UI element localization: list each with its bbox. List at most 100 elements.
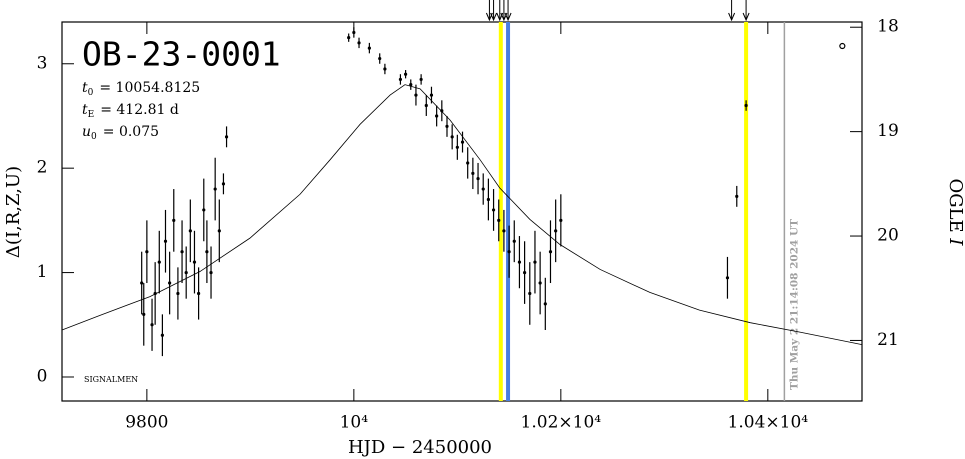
data-point bbox=[486, 197, 490, 202]
parameter: t0 = 10054.8125 bbox=[82, 80, 200, 98]
data-point bbox=[538, 281, 542, 285]
data-point bbox=[140, 281, 144, 285]
data-point bbox=[202, 208, 206, 212]
data-point bbox=[450, 135, 454, 139]
arrow bbox=[504, 0, 512, 22]
y2-tick-label: 21 bbox=[877, 330, 899, 350]
param-symbol: u bbox=[82, 124, 91, 140]
data-point bbox=[419, 77, 423, 82]
data-point bbox=[429, 93, 434, 97]
timestamp: Thu May 2 21:14:08 2024 UT bbox=[788, 219, 800, 390]
data-point bbox=[160, 333, 164, 337]
open-point bbox=[839, 42, 846, 50]
data-point bbox=[543, 302, 547, 306]
data-point bbox=[192, 260, 197, 264]
model-curve bbox=[61, 84, 863, 346]
parameter: tE = 412.81 d bbox=[82, 102, 179, 120]
data-point bbox=[213, 187, 217, 191]
param-subscript: 0 bbox=[88, 88, 94, 98]
data-point bbox=[424, 103, 428, 108]
data-point bbox=[528, 291, 532, 296]
y-tick-label: 2 bbox=[37, 158, 48, 178]
data-point bbox=[455, 145, 459, 149]
y2-tick-label: 20 bbox=[877, 226, 899, 246]
data-point bbox=[157, 260, 161, 264]
data-point bbox=[224, 135, 229, 139]
data-point bbox=[347, 36, 351, 40]
data-point bbox=[378, 56, 382, 61]
arrow bbox=[742, 0, 750, 22]
x-tick-label: 10⁴ bbox=[340, 413, 369, 433]
chart-title: OB-23-0001 bbox=[82, 35, 281, 74]
param-symbol: t bbox=[82, 102, 88, 118]
data-point bbox=[153, 291, 157, 296]
data-point bbox=[735, 194, 739, 198]
data-point bbox=[435, 114, 439, 118]
data-point bbox=[554, 229, 558, 233]
y2-axis-label: OGLE I bbox=[945, 178, 965, 246]
data-point bbox=[352, 30, 356, 35]
data-point bbox=[188, 229, 192, 233]
arrow-head bbox=[504, 12, 512, 22]
arrow bbox=[728, 0, 736, 22]
data-point bbox=[559, 218, 563, 222]
data-point bbox=[197, 291, 201, 296]
data-point bbox=[476, 177, 480, 181]
data-point bbox=[466, 161, 470, 165]
data-point bbox=[398, 77, 403, 82]
data-point bbox=[383, 67, 387, 71]
data-point bbox=[142, 312, 146, 316]
data-point bbox=[403, 72, 408, 76]
x-tick-label: 9800 bbox=[125, 413, 168, 433]
param-value: = 412.81 d bbox=[100, 102, 179, 118]
data-point bbox=[725, 276, 730, 280]
data-point bbox=[440, 109, 444, 113]
data-point bbox=[205, 250, 209, 254]
arrow bbox=[500, 0, 508, 22]
data-point bbox=[491, 208, 496, 212]
data-point bbox=[523, 270, 527, 275]
arrow bbox=[490, 0, 498, 22]
data-point bbox=[357, 41, 361, 45]
y-tick-label: 1 bbox=[37, 262, 48, 282]
data-point bbox=[184, 270, 188, 275]
arrow-head bbox=[742, 12, 750, 22]
data-point bbox=[168, 281, 172, 285]
y-axis-label: Δ(I,R,Z,U) bbox=[3, 166, 24, 258]
data-point bbox=[533, 260, 537, 264]
param-value: = 0.075 bbox=[103, 124, 159, 140]
data-point bbox=[460, 140, 465, 144]
x-axis-label: HJD − 2450000 bbox=[348, 437, 492, 458]
data-point bbox=[145, 250, 149, 254]
data-point bbox=[180, 250, 184, 254]
param-symbol: t bbox=[82, 80, 88, 96]
data-point bbox=[367, 46, 371, 50]
data-point bbox=[481, 187, 485, 191]
data-point bbox=[163, 239, 168, 243]
data-point bbox=[517, 260, 522, 264]
parameter: u0 = 0.075 bbox=[82, 124, 159, 142]
data-point bbox=[512, 239, 516, 243]
data-point bbox=[414, 93, 418, 97]
param-subscript: 0 bbox=[91, 132, 97, 142]
arrow bbox=[485, 0, 493, 22]
y2-tick-label: 19 bbox=[877, 121, 899, 141]
data-point bbox=[548, 250, 553, 254]
data-point bbox=[744, 103, 748, 108]
data-point bbox=[150, 323, 154, 327]
data-point bbox=[172, 218, 176, 222]
data-point bbox=[445, 124, 449, 129]
data-point bbox=[502, 229, 506, 233]
arrow-head bbox=[490, 12, 498, 22]
y2-label-italic: I bbox=[945, 237, 965, 246]
x-tick-label: 1.04×10⁴ bbox=[728, 413, 809, 433]
arrow-head bbox=[728, 12, 736, 22]
data-point bbox=[209, 270, 213, 275]
data-point bbox=[471, 171, 475, 175]
data-point bbox=[507, 250, 511, 254]
y2-label-text: OGLE bbox=[945, 178, 965, 232]
x-tick-label: 1.02×10⁴ bbox=[521, 413, 602, 433]
y-tick-label: 0 bbox=[37, 366, 48, 386]
footnote: SIGNALMEN bbox=[84, 375, 138, 384]
